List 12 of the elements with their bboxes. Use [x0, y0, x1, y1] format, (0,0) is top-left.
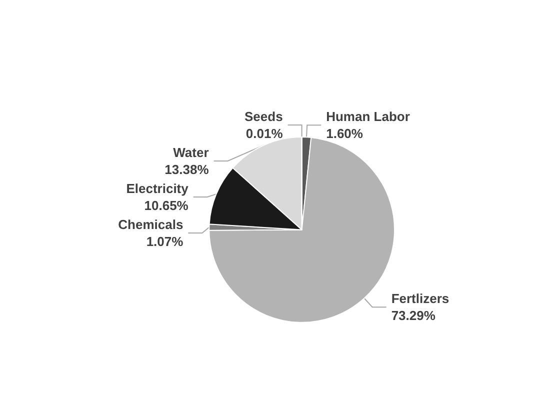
slice-label: Chemicals — [118, 217, 184, 232]
slice-label: Fertlizers — [391, 291, 450, 306]
slice-label: Human Labor — [326, 109, 410, 124]
data-label: 10.65% — [144, 198, 189, 214]
data-label: 73.29% — [391, 308, 436, 324]
slice-label: Water — [173, 145, 209, 160]
slice-label: Electricity — [126, 181, 190, 196]
data-label: 1.07% — [146, 234, 184, 250]
data-label: 0.01% — [246, 126, 284, 142]
data-label: 1.60% — [326, 126, 364, 142]
slice-label: Seeds — [244, 109, 283, 124]
data-label: 13.38% — [164, 162, 210, 178]
